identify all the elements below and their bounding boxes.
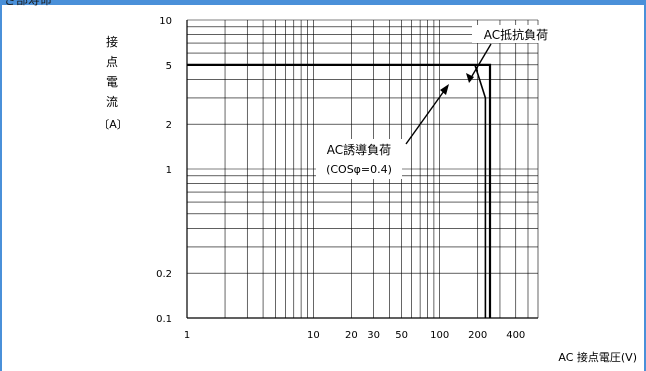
annotation-resistive-box [472,25,558,43]
annotation-inductive-subtext: (COSφ=0.4) [326,163,392,176]
y-label-char-4: 流 [106,95,118,109]
top-bar [0,0,646,5]
y-tick-label: 10 [159,16,172,27]
x-tick-label: 50 [395,330,408,341]
annotation-arrows [405,43,492,145]
header-clipped-text: さ部寿命 [4,0,53,7]
annotation-inductive: AC誘導負荷 (COSφ=0.4) [316,139,402,179]
left-border [0,5,2,371]
annotation-inductive-box [316,139,402,179]
axes [186,20,538,319]
y-tick-label: 2 [166,120,172,131]
x-tick-label: 200 [468,330,487,341]
y-tick-label: 0.1 [156,314,172,325]
x-tick-label: 20 [345,330,358,341]
x-tick-label: 400 [506,330,525,341]
annotation-inductive-text: AC誘導負荷 [327,143,391,157]
y-label-char-1: 接 [106,34,118,49]
y-label-unit: 〔A〕 [98,118,128,131]
x-axis-label: AC 接点電圧(V) [558,351,637,364]
x-tick-label: 1 [184,330,190,341]
series-line-2 [187,64,487,318]
y-label-char-3: 電 [106,75,118,89]
arrow-resistive-head [466,73,474,83]
y-tick-label: 5 [166,61,172,72]
right-border [644,5,646,371]
x-tick-label: 30 [367,330,380,341]
tick-labels: 1 10 20 30 50 100 200 400 10 5 2 1 0.2 0.1 [156,16,525,341]
annotation-resistive-text: AC抵抗負荷 [484,27,548,42]
x-tick-label: 10 [307,330,320,341]
series-layer [187,63,492,318]
arrow-resistive [471,43,492,77]
arrow-inductive [405,90,445,145]
y-label-char-2: 点 [106,55,118,69]
series-line-1 [187,63,492,318]
x-tick-label: 100 [430,330,449,341]
annotation-resistive: AC抵抗負荷 [472,25,558,43]
arrow-inductive-head [440,84,449,95]
y-tick-label: 0.2 [156,269,172,280]
y-tick-label: 1 [166,165,172,176]
